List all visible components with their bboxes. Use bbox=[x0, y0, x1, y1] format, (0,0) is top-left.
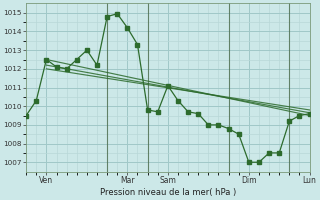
X-axis label: Pression niveau de la mer( hPa ): Pression niveau de la mer( hPa ) bbox=[100, 188, 236, 197]
